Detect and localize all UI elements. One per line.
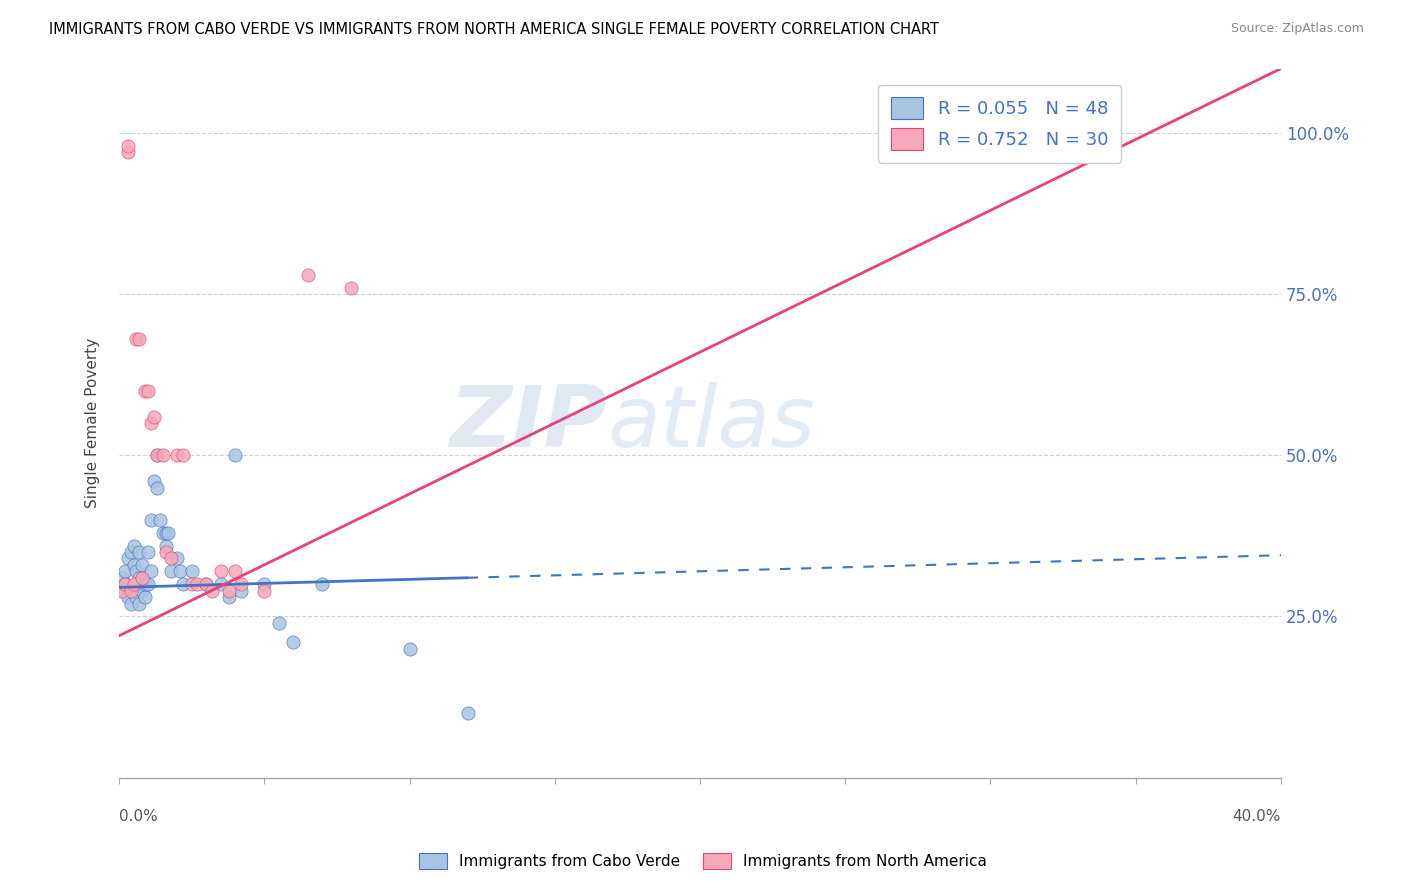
Point [146, 448, 169, 462]
Point [218, 590, 240, 604]
Point [117, 590, 139, 604]
Point [149, 513, 172, 527]
Point [166, 551, 188, 566]
Point [111, 583, 134, 598]
Point [120, 583, 142, 598]
Point [160, 564, 183, 578]
Point [125, 564, 148, 578]
Point [297, 268, 319, 282]
Point [139, 416, 162, 430]
Text: Source: ZipAtlas.com: Source: ZipAtlas.com [1230, 22, 1364, 36]
Legend: R = 0.055   N = 48, R = 0.752   N = 30: R = 0.055 N = 48, R = 0.752 N = 30 [879, 85, 1121, 163]
Point [180, 564, 202, 578]
Text: 40.0%: 40.0% [1233, 809, 1281, 824]
Point [134, 577, 156, 591]
Point [186, 577, 208, 591]
Point [152, 448, 174, 462]
Point [172, 577, 194, 591]
Point [117, 551, 139, 566]
Point [253, 583, 276, 598]
Point [128, 597, 150, 611]
Point [122, 558, 145, 572]
Point [157, 525, 180, 540]
Point [166, 448, 188, 462]
Point [229, 583, 252, 598]
Point [125, 332, 148, 346]
Point [172, 448, 194, 462]
Point [201, 583, 224, 598]
Point [117, 139, 139, 153]
Point [340, 281, 363, 295]
Point [136, 545, 159, 559]
Point [114, 564, 136, 578]
Point [146, 448, 169, 462]
Point [139, 513, 162, 527]
Point [398, 641, 420, 656]
Point [128, 571, 150, 585]
Point [457, 706, 479, 720]
Point [155, 539, 177, 553]
Point [122, 583, 145, 598]
Point [224, 448, 246, 462]
Point [131, 558, 153, 572]
Point [209, 577, 232, 591]
Point [122, 577, 145, 591]
Point [139, 564, 162, 578]
Point [117, 145, 139, 160]
Y-axis label: Single Female Poverty: Single Female Poverty [86, 338, 100, 508]
Text: 0.0%: 0.0% [120, 809, 157, 824]
Point [160, 551, 183, 566]
Point [224, 564, 246, 578]
Point [128, 332, 150, 346]
Point [120, 597, 142, 611]
Point [283, 635, 305, 649]
Point [136, 577, 159, 591]
Point [267, 615, 290, 630]
Point [128, 545, 150, 559]
Point [131, 583, 153, 598]
Point [209, 564, 232, 578]
Text: IMMIGRANTS FROM CABO VERDE VS IMMIGRANTS FROM NORTH AMERICA SINGLE FEMALE POVERT: IMMIGRANTS FROM CABO VERDE VS IMMIGRANTS… [49, 22, 939, 37]
Point [155, 525, 177, 540]
Legend: Immigrants from Cabo Verde, Immigrants from North America: Immigrants from Cabo Verde, Immigrants f… [413, 847, 993, 875]
Point [114, 577, 136, 591]
Point [114, 577, 136, 591]
Point [134, 590, 156, 604]
Point [195, 577, 218, 591]
Point [180, 577, 202, 591]
Point [155, 545, 177, 559]
Point [229, 577, 252, 591]
Point [152, 525, 174, 540]
Point [218, 583, 240, 598]
Point [195, 577, 218, 591]
Point [120, 545, 142, 559]
Text: atlas: atlas [607, 382, 815, 465]
Point [311, 577, 333, 591]
Point [111, 571, 134, 585]
Point [142, 474, 165, 488]
Text: ZIP: ZIP [450, 382, 607, 465]
Point [142, 409, 165, 424]
Point [134, 384, 156, 398]
Point [111, 583, 134, 598]
Point [169, 564, 191, 578]
Point [146, 481, 169, 495]
Point [122, 539, 145, 553]
Point [131, 571, 153, 585]
Point [253, 577, 276, 591]
Point [136, 384, 159, 398]
Point [125, 590, 148, 604]
